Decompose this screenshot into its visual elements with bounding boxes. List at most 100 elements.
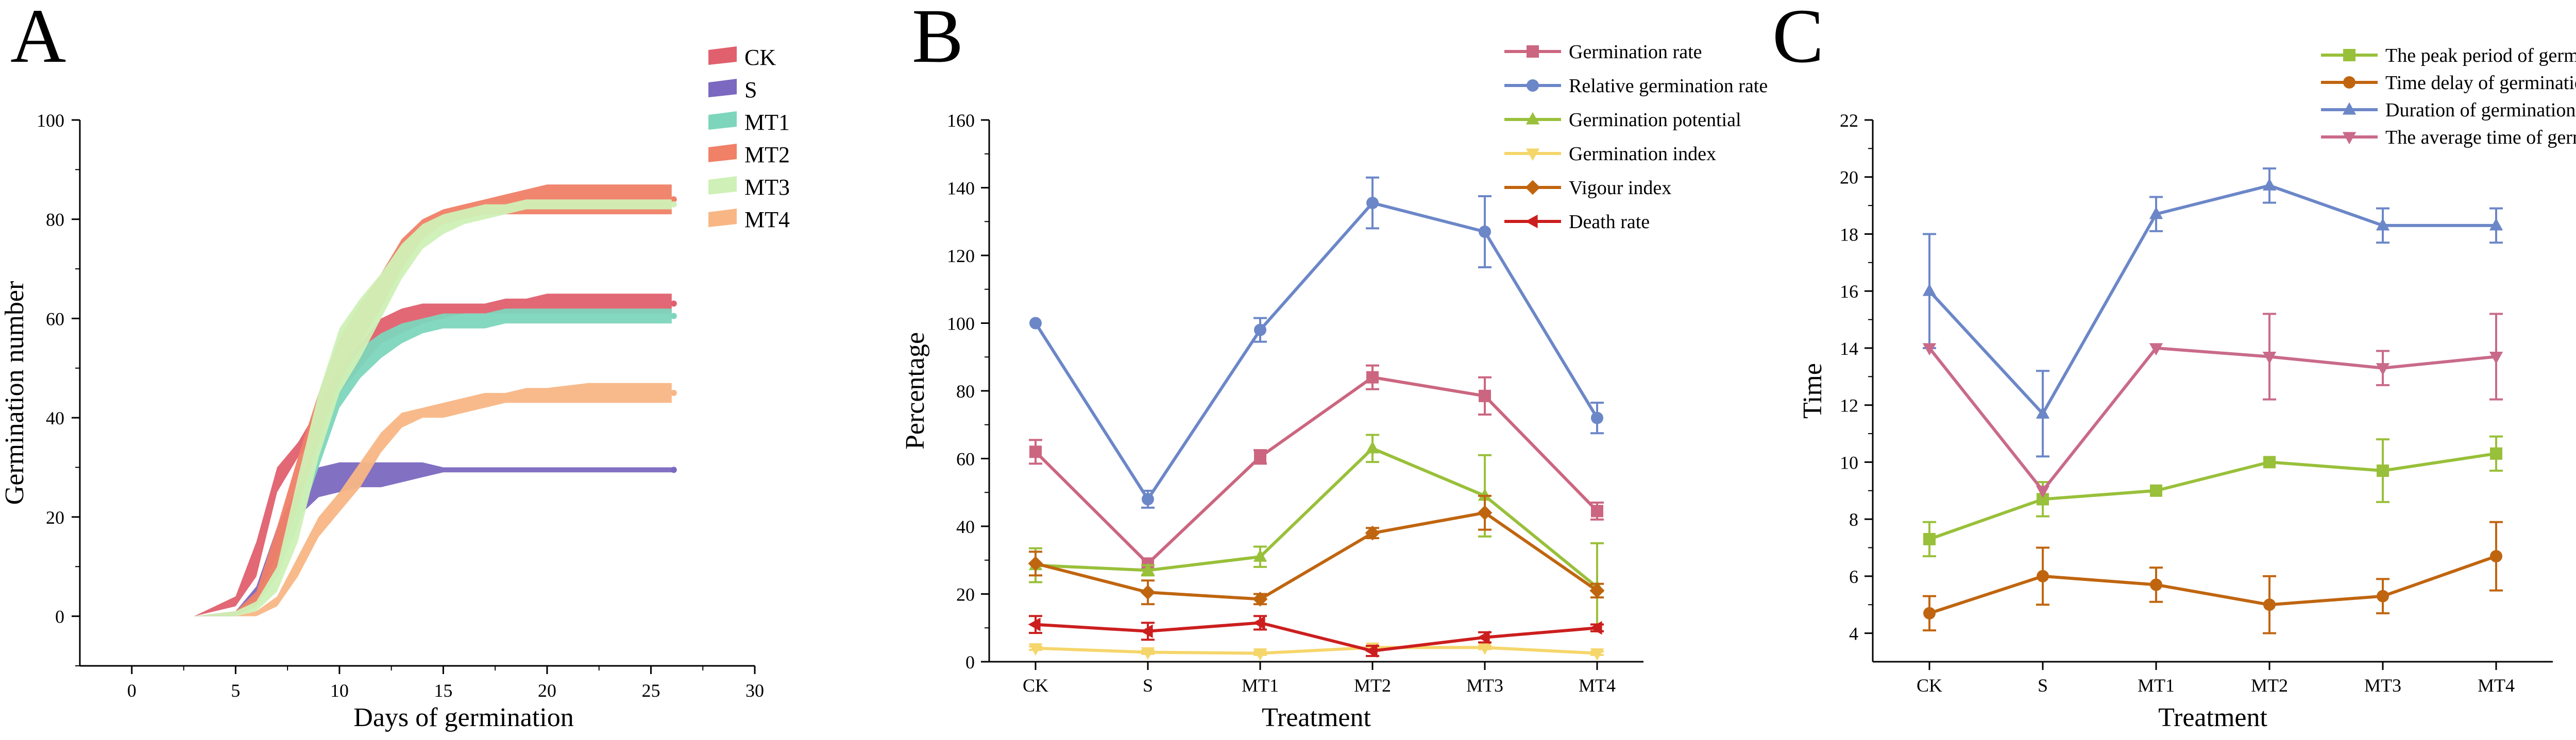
data-point-vigour-index (1140, 584, 1156, 600)
x-tick-label: 20 (538, 680, 556, 701)
end-point-mt1 (670, 313, 677, 319)
y-tick-label: 40 (956, 517, 975, 537)
data-point-the-peak-period-of-germination (2377, 464, 2389, 477)
legend-marker-germination-potential (1526, 112, 1540, 125)
data-point-germination-index (1141, 647, 1155, 660)
data-point-germination-potential (1365, 441, 1380, 454)
y-axis-title: Percentage (901, 332, 930, 450)
end-point-mt3 (670, 201, 677, 208)
legend-marker-germination-rate (1527, 45, 1539, 58)
series-line-the-peak-period-of-germination (1929, 452, 2497, 541)
legend-label-duration-of-germination: Duration of germination (2385, 99, 2575, 121)
y-tick-label: 20 (1840, 167, 1858, 188)
data-point-germination-rate (1029, 445, 1042, 458)
data-point-time-delay-of-germination (1923, 607, 1936, 619)
data-point-germination-index (1028, 643, 1043, 656)
band-ck (152, 294, 672, 616)
legend-marker-death-rate (1525, 214, 1538, 229)
data-point-duration-of-germination (1922, 283, 1937, 296)
legend-label-mt1: MT1 (744, 110, 790, 135)
data-point-the-average-time-of-germination (1922, 343, 1937, 356)
data-point-the-peak-period-of-germination (1923, 532, 1936, 545)
chart-panel-a: 0 20 40 60 80 100 0 5 10 15 20 25 30 Days of germinat… (0, 45, 790, 732)
y-tick-label: 0 (965, 652, 975, 673)
y-tick-label: 140 (947, 178, 975, 199)
legend-swatch-mt3 (708, 176, 737, 195)
data-point-germination-index (1478, 642, 1492, 655)
legend-swatch-mt4 (708, 209, 737, 227)
legend-marker-time-delay-of-germination (2343, 76, 2355, 89)
legend-label-death-rate: Death rate (1569, 211, 1650, 233)
legend-label-mt3: MT3 (744, 175, 790, 200)
data-point-germination-potential (1253, 549, 1267, 562)
panel-label-c: C (1772, 0, 1824, 79)
y-tick-label: 8 (1849, 509, 1858, 530)
y-tick-label: 80 (46, 210, 64, 230)
y-tick-label: 14 (1840, 338, 1858, 359)
series-line-death-rate (1035, 621, 1598, 653)
legend-label-vigour-index: Vigour index (1569, 177, 1671, 199)
data-point-relative-germination-rate (1029, 317, 1042, 330)
data-point-duration-of-germination (2262, 178, 2277, 191)
x-tick-label: 10 (330, 680, 349, 701)
series-line-vigour-index (1035, 511, 1598, 601)
end-point-ck (670, 300, 677, 307)
legend-label-the-average-time-of-germination: The average time of germination (2385, 127, 2576, 148)
panel-label-b: B (912, 0, 963, 79)
legend-swatch-mt1 (708, 111, 737, 130)
legend-marker-relative-germination-rate (1527, 79, 1539, 92)
data-point-time-delay-of-germination (2263, 598, 2276, 611)
y-tick-label: 40 (46, 408, 64, 428)
data-point-relative-germination-rate (1254, 323, 1266, 336)
y-tick-label: 80 (956, 381, 975, 402)
series-line-time-delay-of-germination (1929, 555, 2497, 615)
legend-label-germination-index: Germination index (1569, 143, 1716, 165)
data-point-the-average-time-of-germination (2262, 351, 2277, 364)
data-point-the-average-time-of-germination (2036, 486, 2050, 498)
data-point-relative-germination-rate (1479, 225, 1491, 238)
x-axis-title: Treatment (2158, 703, 2267, 732)
y-tick-label: 12 (1840, 395, 1858, 416)
x-tick-label: 30 (745, 680, 764, 701)
y-tick-label: 20 (956, 584, 975, 605)
data-point-the-average-time-of-germination (2376, 363, 2390, 376)
data-point-time-delay-of-germination (2490, 550, 2502, 563)
x-axis-title: Treatment (1262, 703, 1371, 732)
data-point-relative-germination-rate (1591, 411, 1603, 424)
x-tick-label: S (1143, 675, 1153, 696)
y-tick-label: 20 (46, 507, 64, 528)
x-tick-label: MT2 (1354, 675, 1391, 696)
y-tick-label: 22 (1840, 110, 1858, 131)
band-mt4 (152, 383, 672, 616)
end-point-s (670, 467, 677, 473)
legend-swatch-ck (708, 46, 737, 65)
legend-label-ck: CK (744, 45, 776, 70)
x-tick-label: MT1 (1242, 675, 1279, 696)
x-tick-label: MT4 (1579, 675, 1616, 696)
legend-marker-germination-index (1526, 148, 1540, 161)
panel-label-a: A (10, 0, 66, 79)
data-point-vigour-index (1477, 505, 1493, 521)
legend-marker-the-peak-period-of-germination (2343, 49, 2355, 61)
data-point-the-average-time-of-germination (2489, 351, 2503, 364)
end-point-mt2 (670, 196, 677, 203)
y-tick-label: 10 (1840, 452, 1858, 473)
x-tick-label: 25 (641, 680, 660, 701)
legend-swatch-mt2 (708, 144, 737, 162)
data-point-time-delay-of-germination (2150, 578, 2162, 591)
data-point-death-rate (1252, 616, 1265, 630)
y-tick-label: 18 (1840, 224, 1858, 245)
data-point-the-average-time-of-germination (2149, 343, 2163, 356)
data-point-relative-germination-rate (1142, 493, 1154, 506)
data-point-the-peak-period-of-germination (2490, 447, 2502, 460)
legend-label-s: S (744, 77, 757, 102)
y-tick-label: 100 (947, 314, 975, 334)
series-line-germination-index (1035, 646, 1598, 655)
series-line-germination-rate (1034, 375, 1599, 566)
data-point-duration-of-germination (2149, 206, 2163, 219)
data-point-duration-of-germination (2376, 218, 2390, 231)
y-axis-title: Germination number (0, 281, 29, 505)
data-point-germination-potential (1478, 488, 1492, 501)
data-point-germination-rate (1254, 451, 1266, 463)
